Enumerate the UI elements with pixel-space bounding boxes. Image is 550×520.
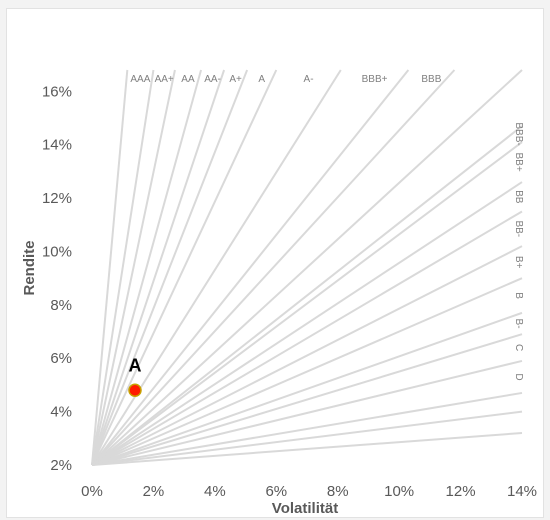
rating-ray-right <box>91 210 523 466</box>
rating-ray-top <box>91 69 249 466</box>
ticks-layer: 0% 2% 4% 6% 8% 10% 12% 14% 2% 4% 6% 8% 10% 12% 14% 16% <box>42 83 537 500</box>
rating-ray-right <box>91 125 523 466</box>
rating-ray-top <box>91 69 129 466</box>
rating-ray-top <box>91 69 155 466</box>
rating-ray-right <box>91 311 523 466</box>
y-tick-label: 8% <box>50 297 72 314</box>
rating-ray-right <box>91 277 523 466</box>
rays-layer <box>91 69 523 466</box>
x-tick-label: 6% <box>265 483 287 500</box>
rating-band-label: D <box>513 373 524 380</box>
rating-ray-right <box>91 333 523 466</box>
rating-ray-top <box>91 69 226 466</box>
x-tick-label: 4% <box>204 483 226 500</box>
rating-band-label: AA <box>181 74 195 85</box>
y-tick-label: 4% <box>50 404 72 421</box>
y-tick-label: 12% <box>42 190 72 207</box>
points-layer: A <box>128 355 142 398</box>
rating-band-label: AA+ <box>155 74 174 85</box>
rating-band-label: B- <box>513 319 524 329</box>
rating-ray-right <box>91 245 523 466</box>
rating-band-label: A <box>258 74 265 85</box>
y-tick-label: 2% <box>50 457 72 474</box>
x-axis-title: Volatilität <box>272 500 338 517</box>
rating-band-label: BBB+ <box>362 74 388 85</box>
rating-band-label: B+ <box>513 256 524 269</box>
rating-band-label: BB- <box>513 220 524 237</box>
rating-band-label: AA- <box>204 74 221 85</box>
y-axis-title: Rendite <box>21 240 38 295</box>
x-tick-label: 2% <box>143 483 165 500</box>
rating-ray-top <box>91 69 456 466</box>
y-tick-label: 10% <box>42 243 72 260</box>
rating-band-label: A+ <box>229 74 242 85</box>
y-tick-label: 16% <box>42 83 72 100</box>
x-tick-label: 12% <box>446 483 476 500</box>
rating-band-label: BBB <box>421 74 441 85</box>
y-tick-label: 14% <box>42 137 72 154</box>
rating-ray-top <box>91 69 342 466</box>
rating-ray-top <box>91 69 202 466</box>
rating-band-label: B <box>513 292 524 299</box>
x-tick-label: 0% <box>81 483 103 500</box>
rating-band-label: BBB- <box>513 122 524 145</box>
rating-ray-right <box>91 431 523 466</box>
rating-band-label: A- <box>304 74 314 85</box>
rating-ray-top <box>91 69 523 466</box>
rating-band-label: C <box>513 344 524 351</box>
rating-ray-top <box>91 69 278 466</box>
x-tick-label: 14% <box>507 483 537 500</box>
rating-ray-right <box>91 359 523 466</box>
rating-ray-top <box>91 69 410 466</box>
rating-ray-right <box>91 391 523 466</box>
y-tick-label: 6% <box>50 350 72 367</box>
rating-band-label: AAA <box>130 74 150 85</box>
x-tick-label: 10% <box>384 483 414 500</box>
rating-ray-right <box>91 141 523 466</box>
x-tick-label: 8% <box>327 483 349 500</box>
data-point-label: A <box>129 355 142 375</box>
rating-ray-right <box>91 181 523 466</box>
rating-ray-top <box>91 69 176 466</box>
band-labels-layer: AAA AA+ AA AA- A+ A A- BBB+ BBBBBB-BB+BBBB-B+BB-… <box>130 74 524 381</box>
rating-band-label: BB+ <box>513 152 524 171</box>
rating-ray-right <box>91 410 523 466</box>
data-point <box>128 383 142 398</box>
rating-band-label: BB <box>513 190 524 204</box>
